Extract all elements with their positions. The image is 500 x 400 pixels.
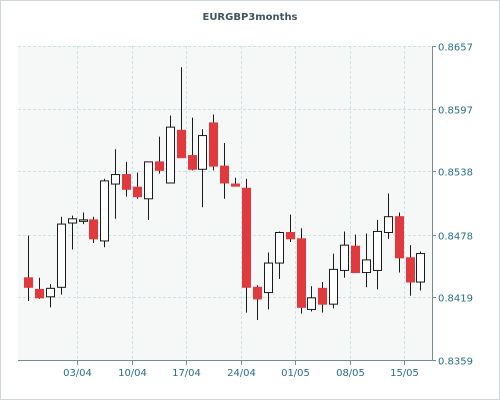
candle-body-up — [384, 216, 393, 234]
candle-body-up — [329, 268, 338, 305]
candle-body-up — [340, 244, 349, 271]
candle — [406, 245, 415, 296]
candle-body-down — [286, 232, 295, 240]
candle-body-down — [253, 286, 262, 300]
candle — [242, 178, 251, 313]
candle-body-up — [264, 262, 273, 294]
plot-background — [18, 46, 432, 360]
candle-body-up — [416, 253, 425, 283]
candle-body-up — [68, 218, 77, 224]
candle — [307, 286, 316, 312]
candle — [122, 161, 131, 197]
chart-title: EURGBP3months — [202, 12, 298, 23]
candle-body-down — [318, 287, 327, 305]
x-tick-label: 15/05 — [390, 368, 419, 379]
candle-body-up — [79, 219, 88, 222]
candle-body-up — [111, 174, 120, 185]
candle — [188, 117, 197, 171]
candle — [329, 253, 338, 309]
y-tick-label: 0.8538 — [438, 168, 473, 179]
y-tick-label: 0.8478 — [438, 232, 473, 243]
candle-body-up — [46, 287, 55, 298]
candle — [286, 214, 295, 242]
candle — [111, 149, 120, 219]
candle — [46, 284, 55, 308]
candle — [416, 251, 425, 291]
candle-body-up — [144, 161, 153, 200]
candle — [264, 252, 273, 310]
candle-body-up — [198, 135, 207, 170]
axes: 0.8657 0.8597 0.8538 0.8478 0.8419 0.8359 03/0… — [18, 43, 473, 379]
candle — [35, 277, 44, 299]
candle — [253, 285, 262, 320]
candle — [166, 115, 175, 184]
candle-body-down — [209, 122, 218, 167]
candle-body-down — [133, 186, 142, 198]
candle-body-down — [406, 257, 415, 283]
x-tick-label: 24/04 — [227, 368, 256, 379]
candle-body-down — [188, 155, 197, 170]
candle-body-down — [395, 216, 404, 259]
y-tick-label: 0.8419 — [438, 294, 473, 305]
candle — [209, 114, 218, 171]
candle-body-down — [155, 161, 164, 171]
candle-body-down — [35, 288, 44, 299]
candles — [24, 67, 425, 320]
candle — [79, 212, 88, 225]
y-tick-label: 0.8359 — [438, 357, 473, 368]
candle — [395, 212, 404, 273]
candle-body-down — [24, 277, 33, 288]
candle-body-down — [242, 187, 251, 288]
candle-body-up — [362, 259, 371, 274]
candle — [384, 193, 393, 239]
candle — [100, 178, 109, 248]
candle-body-down — [220, 165, 229, 184]
candle — [133, 172, 142, 199]
candle — [89, 216, 98, 244]
candle-body-down — [231, 183, 240, 187]
x-tick-label: 03/04 — [63, 368, 92, 379]
candle — [68, 215, 77, 250]
candle — [231, 177, 240, 187]
candle-body-down — [351, 245, 360, 274]
candle-body-up — [166, 126, 175, 184]
candle — [144, 161, 153, 220]
candle — [318, 282, 327, 313]
candle — [297, 228, 306, 314]
candle-body-up — [100, 180, 109, 242]
candle — [177, 67, 186, 159]
candle-body-up — [275, 232, 284, 264]
y-tick-label: 0.8657 — [438, 43, 473, 54]
candle-body-down — [297, 238, 306, 308]
candle — [198, 129, 207, 208]
candle — [155, 136, 164, 174]
x-tick-label: 17/04 — [172, 368, 201, 379]
x-tick-label: 10/04 — [118, 368, 147, 379]
x-tick-label: 08/05 — [336, 368, 365, 379]
candle-body-up — [307, 297, 316, 310]
y-tick-label: 0.8597 — [438, 106, 473, 117]
candle-body-up — [373, 230, 382, 271]
candle — [362, 233, 371, 288]
candle — [373, 219, 382, 290]
candle-body-down — [177, 129, 186, 159]
candle — [57, 216, 66, 295]
candle — [351, 234, 360, 274]
candle-body-up — [57, 223, 66, 288]
candle-body-down — [122, 174, 131, 190]
x-tick-label: 01/05 — [281, 368, 310, 379]
candle-body-down — [89, 219, 98, 240]
candle — [275, 231, 284, 279]
candle — [340, 231, 349, 278]
candle — [220, 142, 229, 199]
plot-area — [18, 46, 432, 360]
candle — [24, 235, 33, 301]
